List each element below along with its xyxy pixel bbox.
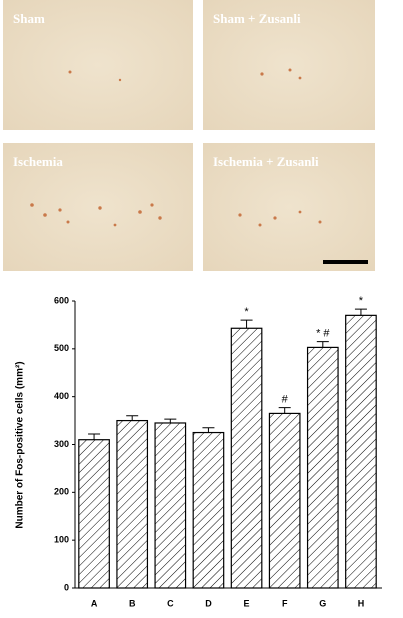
annotation: # <box>282 394 289 406</box>
x-tick-label: G <box>319 598 326 608</box>
micrographs: Sham Sham + Zusanli Ischemia Ischemia + … <box>3 0 375 271</box>
cells <box>30 68 322 227</box>
error-bar <box>88 433 101 440</box>
y-tick-label: 100 <box>54 535 69 545</box>
bar <box>306 346 339 589</box>
error-bar <box>278 407 291 414</box>
y-tick-label: 400 <box>54 391 69 401</box>
x-tick-label: H <box>358 598 365 608</box>
y-tick-label: 200 <box>54 487 69 497</box>
photo <box>3 143 193 271</box>
y-axis-label: Number of Fos-positive cells (mm²) <box>15 361 26 528</box>
x-tick-label: F <box>282 598 288 608</box>
photo <box>3 0 193 130</box>
error-bar <box>316 341 329 348</box>
error-bar <box>240 319 253 329</box>
annotation: * <box>359 295 364 307</box>
photo <box>203 143 375 271</box>
x-tick-label: C <box>167 598 174 608</box>
x-tick-label: B <box>129 598 136 608</box>
panel-label: Sham <box>13 11 45 26</box>
panel-label: Ischemia <box>13 154 63 169</box>
bar <box>345 314 377 589</box>
panel-label: Ischemia + Zusanli <box>213 154 319 169</box>
error-bar <box>354 308 367 316</box>
bar <box>268 412 301 589</box>
scale-bar <box>323 260 368 264</box>
x-tick-label: E <box>244 598 250 608</box>
photo <box>203 0 375 130</box>
x-tick-label: A <box>91 598 98 608</box>
panel-label: Sham + Zusanli <box>213 11 301 26</box>
y-tick-label: 0 <box>64 582 69 592</box>
bar <box>154 422 187 589</box>
bar <box>230 327 263 589</box>
annotation: * # <box>316 328 330 340</box>
y-tick-label: 300 <box>54 439 69 449</box>
error-bar <box>202 427 215 433</box>
annotation: * <box>244 306 249 318</box>
x-tick-label: D <box>205 598 212 608</box>
error-bar <box>126 415 139 421</box>
bar <box>192 431 225 589</box>
y-tick-label: 600 <box>54 295 69 305</box>
error-bar <box>164 418 177 423</box>
bar <box>116 419 149 589</box>
y-tick-label: 500 <box>54 343 69 353</box>
bar <box>78 439 110 589</box>
